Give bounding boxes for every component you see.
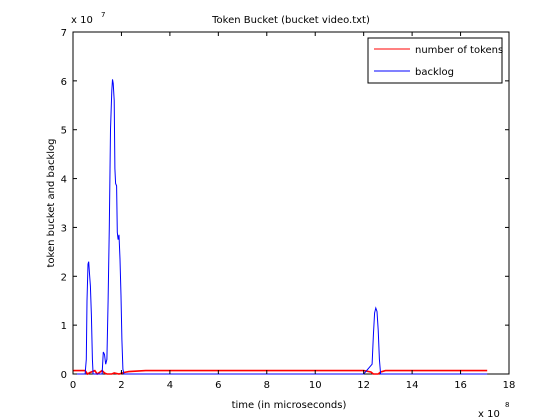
legend-box xyxy=(367,37,503,84)
chart-title: Token Bucket (bucket video.txt) xyxy=(211,15,370,26)
x-axis-label: time (in microseconds) xyxy=(232,400,347,411)
y-tick-label: 5 xyxy=(61,126,67,137)
y-tick-label: 2 xyxy=(61,272,67,283)
legend-label-backlog: backlog xyxy=(415,67,454,78)
legend: number of tokens backlog xyxy=(367,37,503,84)
x-tick-label: 10 xyxy=(309,380,322,391)
y-tick-label: 3 xyxy=(61,223,67,234)
y-tick-label: 0 xyxy=(61,370,67,381)
y-tick-label: 4 xyxy=(61,175,67,186)
series-line-backlog xyxy=(73,79,488,375)
y-axis-label: token bucket and backlog xyxy=(46,138,57,267)
x-tick-label: 18 xyxy=(503,380,516,391)
x-exponent: 8 xyxy=(505,401,509,409)
y-tick-label: 1 xyxy=(61,321,67,332)
x-tick-label: 6 xyxy=(215,380,221,391)
x-tick-label: 16 xyxy=(454,380,467,391)
y-multiplier: x 10 xyxy=(71,15,93,26)
x-tick-label: 0 xyxy=(70,380,76,391)
x-multiplier: x 10 xyxy=(478,409,500,420)
x-tick-label: 8 xyxy=(264,380,270,391)
x-tick-label: 4 xyxy=(167,380,173,391)
y-tick-label: 7 xyxy=(61,28,67,39)
x-tick-label: 12 xyxy=(357,380,370,391)
x-tick-label: 14 xyxy=(406,380,419,391)
legend-label-number-of-tokens: number of tokens xyxy=(415,45,503,56)
y-exponent: 7 xyxy=(101,11,105,19)
plot-area xyxy=(72,31,510,375)
y-tick-label: 6 xyxy=(61,77,67,88)
x-tick-label: 2 xyxy=(118,380,124,391)
